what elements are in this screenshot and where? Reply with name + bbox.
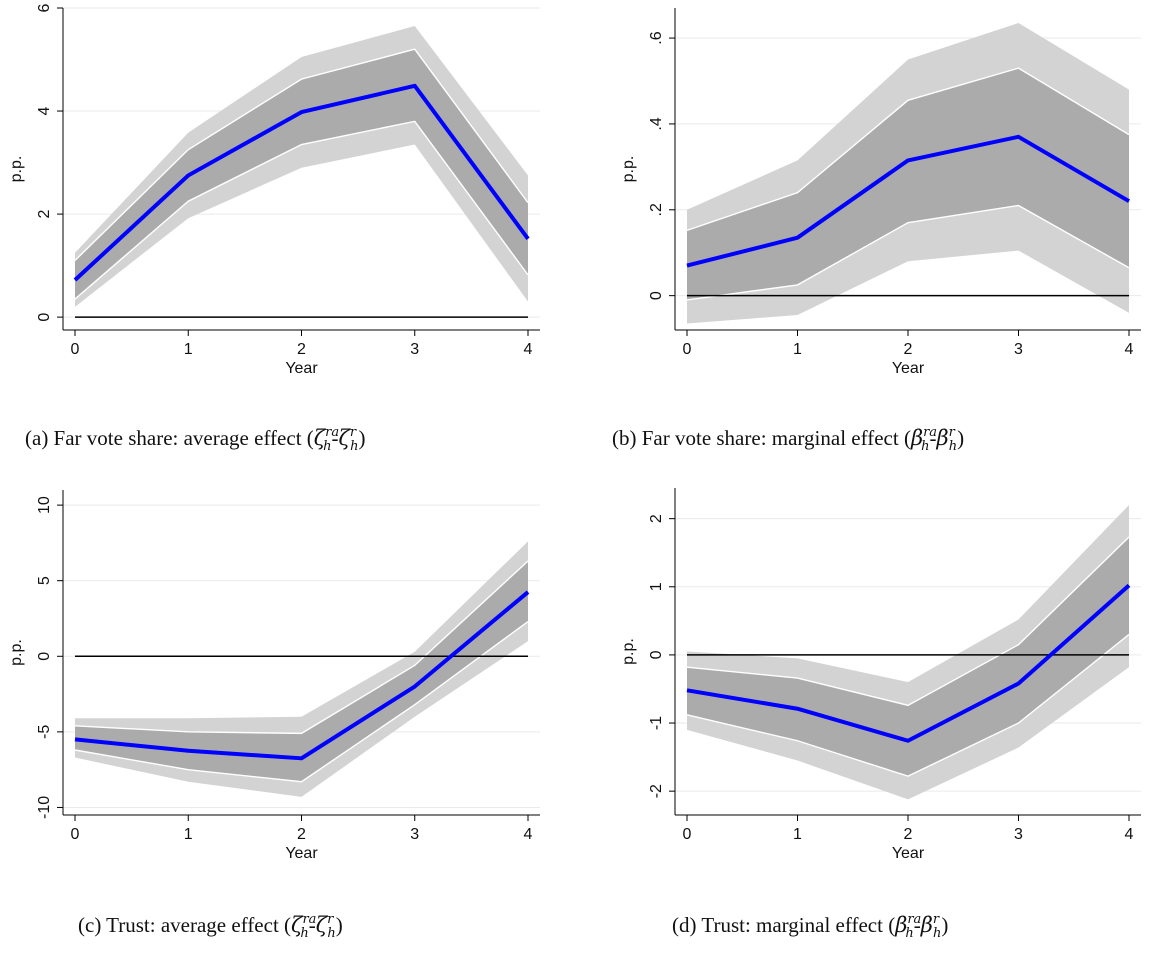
x-tick-label-c-3: 3 — [410, 826, 419, 843]
y-tick-label-a-3: 6 — [36, 3, 53, 12]
x-tick-label-b-0: 0 — [683, 341, 692, 358]
inner-band-d — [687, 537, 1129, 777]
y-tick-label-d-4: 2 — [648, 514, 665, 523]
x-tick-label-c-4: 4 — [524, 826, 533, 843]
x-tick-label-d-0: 0 — [683, 826, 692, 843]
x-axis-title-b: Year — [892, 360, 925, 377]
y-tick-label-a-0: 0 — [36, 313, 53, 322]
y-tick-label-c-2: 0 — [36, 652, 53, 661]
y-tick-label-d-1: -1 — [648, 716, 665, 730]
y-tick-label-b-1: .2 — [648, 203, 665, 216]
caption-c-symbol-2: ζ — [315, 913, 328, 937]
caption-d-symbol-2: β — [920, 913, 933, 937]
y-tick-label-c-1: -5 — [36, 725, 53, 739]
x-tick-label-a-0: 0 — [71, 341, 80, 358]
caption-d: (d) Trust: marginal effect (βrah-βrh) — [672, 912, 949, 941]
caption-c-symbol-1: ζ — [291, 913, 303, 937]
band-edge-a-inner_lower — [74, 120, 529, 300]
caption-c: (c) Trust: average effect (ζrah-ζrh) — [78, 912, 343, 941]
chart-panel-a: 0 2 4 6 0 1 2 3 4 Year p.p. (a) Far vote share: av… — [0, 0, 575, 470]
y-tick-label-b-0: 0 — [648, 291, 665, 300]
y-axis-title-d: p.p. — [620, 638, 637, 665]
band-edge-b-inner_upper — [686, 67, 1130, 232]
band-edge-d-inner_lower — [686, 633, 1130, 777]
inner-band-a — [75, 49, 528, 300]
band-edge-a-inner_upper — [74, 48, 529, 261]
y-tick-label-a-2: 4 — [36, 106, 53, 115]
caption-d-symbol-1: β — [895, 913, 908, 937]
x-axis-title-c: Year — [285, 845, 318, 862]
y-tick-label-d-2: 0 — [648, 650, 665, 659]
caption-a: (a) Far vote share: average effect (ζrah… — [25, 425, 366, 454]
caption-a-text: (a) Far vote share: average effect — [25, 426, 302, 450]
y-tick-label-d-0: -2 — [648, 784, 665, 798]
caption-b: (b) Far vote share: marginal effect (βra… — [612, 425, 965, 454]
band-edge-c-inner_upper — [74, 560, 529, 735]
caption-c-text: (c) Trust: average effect — [78, 913, 279, 937]
y-tick-label-b-3: .6 — [648, 31, 665, 44]
x-tick-label-a-3: 3 — [410, 341, 419, 358]
caption-a-symbol-2: ζ — [338, 426, 350, 450]
chart-b: 0 .2 .4 .6 0 1 2 3 4 Year p.p. — [620, 8, 1141, 377]
chart-panel-c: -10 -5 0 5 10 0 1 2 3 4 Year p.p. (c) Trust: averag… — [0, 480, 575, 957]
x-tick-label-a-1: 1 — [184, 341, 193, 358]
caption-b-symbol-2: β — [936, 426, 949, 450]
y-tick-label-d-3: 1 — [648, 582, 665, 591]
x-axis-title-a: Year — [285, 360, 318, 377]
y-axis-title-b: p.p. — [620, 156, 637, 183]
x-tick-label-b-2: 2 — [904, 341, 913, 358]
x-tick-label-d-3: 3 — [1014, 826, 1023, 843]
x-tick-label-b-4: 4 — [1125, 341, 1134, 358]
y-tick-label-c-0: -10 — [36, 796, 53, 819]
band-edge-c-inner_lower — [74, 620, 529, 783]
x-tick-label-b-1: 1 — [793, 341, 802, 358]
x-tick-label-c-2: 2 — [297, 826, 306, 843]
band-edge-b-inner_lower — [686, 204, 1130, 301]
caption-b-symbol-1: β — [910, 426, 924, 450]
x-tick-label-b-3: 3 — [1014, 341, 1023, 358]
x-axis-title-d: Year — [892, 845, 925, 862]
inner-band-c — [75, 561, 528, 782]
x-tick-label-d-1: 1 — [793, 826, 802, 843]
band-edge-d-inner_upper — [686, 536, 1130, 707]
x-tick-label-c-1: 1 — [184, 826, 193, 843]
x-tick-label-d-4: 4 — [1125, 826, 1134, 843]
y-tick-label-a-1: 2 — [36, 210, 53, 219]
y-axis-title-a: p.p. — [8, 156, 25, 183]
x-tick-label-c-0: 0 — [71, 826, 80, 843]
y-tick-label-b-2: .4 — [648, 117, 665, 130]
caption-a-symbol-1: ζ — [313, 426, 326, 450]
caption-d-text: (d) Trust: marginal effect — [672, 913, 883, 937]
chart-c: -10 -5 0 5 10 0 1 2 3 4 Year p.p. — [8, 490, 540, 862]
chart-panel-d: -2 -1 0 1 2 0 1 2 3 4 Year p.p. (d) Trust: marginal… — [576, 480, 1151, 957]
y-axis-title-c: p.p. — [8, 639, 25, 666]
y-tick-label-c-4: 10 — [36, 496, 53, 514]
x-tick-label-a-4: 4 — [524, 341, 533, 358]
chart-a: 0 2 4 6 0 1 2 3 4 Year p.p. — [8, 3, 540, 377]
chart-panel-b: 0 .2 .4 .6 0 1 2 3 4 Year p.p. (b) Far vote share:… — [576, 0, 1151, 470]
y-tick-label-c-3: 5 — [36, 576, 53, 585]
inner-band-b — [687, 68, 1129, 300]
chart-d: -2 -1 0 1 2 0 1 2 3 4 Year p.p. — [620, 488, 1141, 862]
caption-b-text: (b) Far vote share: marginal effect — [612, 426, 899, 450]
x-tick-label-a-2: 2 — [297, 341, 306, 358]
x-tick-label-d-2: 2 — [904, 826, 913, 843]
